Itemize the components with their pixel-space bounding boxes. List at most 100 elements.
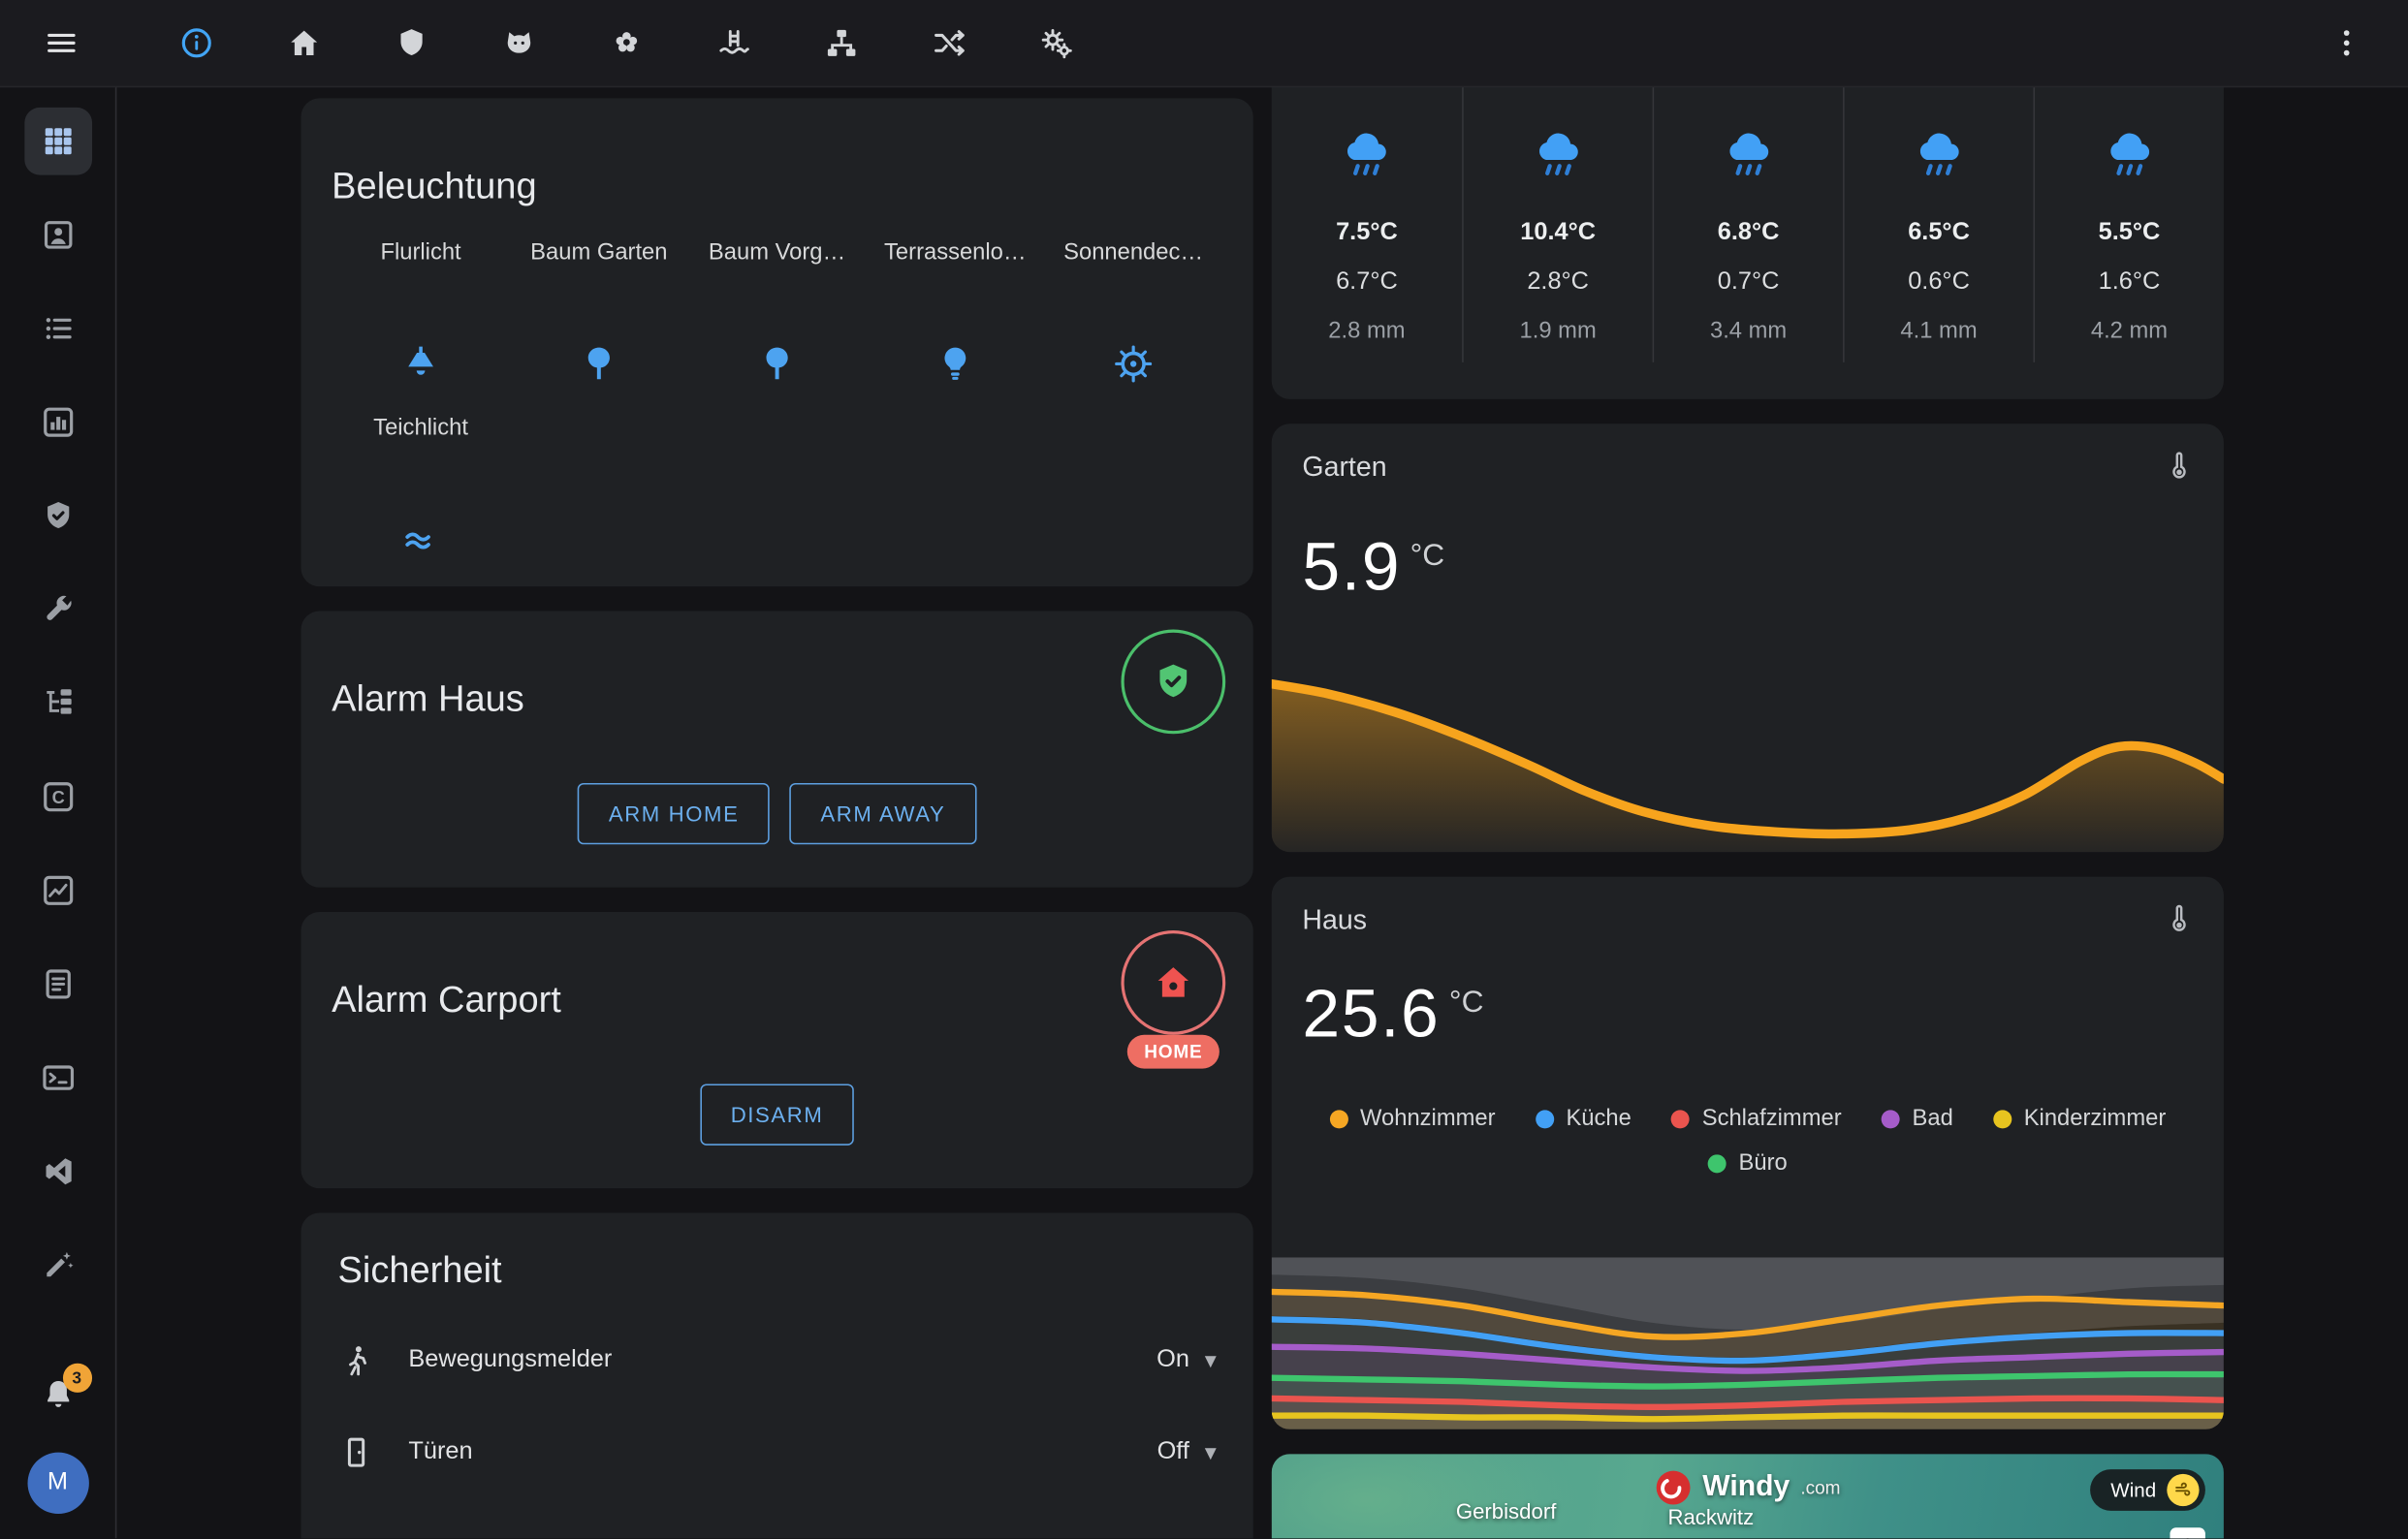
bell-icon [47,1380,69,1407]
row-bewegungsmelder[interactable]: Bewegungsmelder On ▾ [338,1314,1217,1406]
forecast-day: MON 7.5°C 6.7°C 2.8 mm [1272,86,1462,362]
map-zoom-in-button[interactable]: + [2170,1527,2205,1539]
sidebar-item-logbook[interactable] [24,951,92,1019]
current-temperature: 25.6 °C [1302,977,2193,1053]
wind-layer-button[interactable]: Wind [2090,1469,2205,1511]
garten-history-chart[interactable] [1271,649,2224,853]
disarm-button[interactable]: DISARM [700,1084,855,1146]
temp-high: 6.8°C [1717,219,1780,246]
top-app-bar [0,0,2408,86]
svg-text:C: C [51,788,64,807]
entity-baum-vorgarten[interactable]: Baum Vorg… [688,239,867,399]
kebab-menu-icon[interactable] [2319,16,2374,71]
card-weather-forecast: MON 7.5°C 6.7°C 2.8 mm TUE 10.4°C 2.8°C … [1271,85,2224,399]
windy-logo[interactable]: Windy .com [1655,1469,1841,1506]
entity-label: Flurlicht [380,238,461,266]
entity-terrassenlicht[interactable]: Terrassenlo… [866,239,1044,399]
tab-garden[interactable] [599,16,654,71]
sidebar-item-c-module[interactable]: C [24,763,92,831]
list-icon [45,318,71,339]
column-right: MON 7.5°C 6.7°C 2.8 mm TUE 10.4°C 2.8°C … [1271,85,2224,1539]
legend-dot [1535,1109,1554,1128]
forecast-day: FRI 5.5°C 1.6°C 4.2 mm [2033,85,2223,362]
entity-grid: Flurlicht Baum Garten Baum Vorg… Te [332,239,1222,574]
entity-sonnendeck[interactable]: Sonnendec… [1044,239,1222,399]
entity-flurlicht[interactable]: Flurlicht [332,239,510,399]
hamburger-menu-icon[interactable] [34,16,89,71]
map-place-label: Rackwitz [1667,1504,1755,1529]
tab-security[interactable] [384,16,439,71]
user-avatar[interactable]: M [26,1452,89,1515]
chevron-down-icon[interactable]: ▾ [1204,1347,1217,1374]
rainy-cloud-icon [2109,133,2149,175]
day-label: MON [1272,86,1462,89]
alarm-state-disarmed[interactable] [1121,629,1226,735]
alarm-actions: ARM HOME ARM AWAY [301,782,1253,845]
precipitation: 1.9 mm [1519,317,1597,344]
sidebar-item-people[interactable] [24,202,92,269]
home-icon [291,30,318,56]
legend-kueche[interactable]: Küche [1535,1106,1632,1132]
armed-mode-badge: HOME [1126,1034,1220,1069]
legend-dot [1329,1109,1348,1128]
day-label: WED [1654,86,1843,89]
sidebar-item-alarm[interactable] [24,482,92,550]
temp-low: 6.7°C [1336,268,1398,296]
legend-bad[interactable]: Bad [1881,1106,1953,1132]
sidebar-item-supervisor[interactable] [24,576,92,644]
row-value: Off [1156,1438,1189,1465]
tab-settings[interactable] [1029,16,1084,71]
gears-icon [1041,28,1072,59]
door-icon [347,1437,365,1467]
sidebar-item-dashboard[interactable] [23,107,92,175]
home-alarm-icon [1157,967,1189,997]
temperature-value: 25.6 [1302,976,1441,1052]
map-place-label: Gerbisdorf [1455,1498,1557,1523]
temp-low: 0.6°C [1908,268,1970,296]
card-windy-map[interactable]: Gerbisdorf Rackwitz Windy .com Wind + [1271,1454,2224,1539]
entity-label: Sonnendec… [1063,238,1204,266]
shield-icon [400,29,423,56]
legend-schlafzimmer[interactable]: Schlafzimmer [1671,1106,1842,1132]
arm-away-button[interactable]: ARM AWAY [789,782,977,845]
chart-legend: Wohnzimmer Küche Schlafzimmer Bad Kinder… [1302,1106,2193,1132]
entity-teichlicht[interactable]: Teichlicht [332,414,510,574]
tab-cats[interactable] [491,16,547,71]
row-tueren[interactable]: Türen Off ▾ [338,1406,1217,1498]
sidebar-item-terminal[interactable] [24,1044,92,1112]
alarm-state-armed-home[interactable]: HOME [1121,930,1226,1069]
tab-info[interactable] [169,16,224,71]
sidebar-item-nodered[interactable] [24,670,92,738]
tab-pool[interactable] [707,16,762,71]
sidebar-item-analytics[interactable] [24,857,92,925]
card-title: Haus [1302,904,1367,935]
legend-label: Wohnzimmer [1360,1105,1496,1132]
legend-buero[interactable]: Büro [1707,1150,1788,1176]
precipitation: 4.1 mm [1900,317,1978,344]
tree-icon [766,347,788,380]
sidebar-item-tools[interactable] [24,1232,92,1300]
forecast-grid: MON 7.5°C 6.7°C 2.8 mm TUE 10.4°C 2.8°C … [1272,85,2224,362]
notifications-button[interactable]: 3 [33,1363,92,1419]
grid-icon [44,128,71,155]
temperature-unit: °C [1448,986,1484,1020]
legend-label: Kinderzimmer [2023,1105,2167,1132]
temperature-value: 5.9 [1302,529,1402,606]
chevron-down-icon[interactable]: ▾ [1204,1439,1217,1466]
legend-wohnzimmer[interactable]: Wohnzimmer [1329,1105,1496,1132]
rainy-cloud-icon [1347,133,1386,175]
info-icon [181,28,211,58]
tab-automations[interactable] [922,16,977,71]
haus-history-chart[interactable] [1271,1257,2224,1429]
wrench-icon [46,595,71,620]
tab-home[interactable] [276,16,332,71]
sidebar-item-vscode[interactable] [24,1138,92,1206]
day-label: TUE [1464,86,1653,89]
sidebar-item-todo[interactable] [24,295,92,362]
entity-baum-garten[interactable]: Baum Garten [510,239,688,399]
forecast-day: WED 6.8°C 0.7°C 3.4 mm [1652,85,1843,362]
arm-home-button[interactable]: ARM HOME [578,782,771,845]
legend-kinderzimmer[interactable]: Kinderzimmer [1993,1106,2166,1132]
tab-network[interactable] [814,16,870,71]
sidebar-item-stats[interactable] [24,389,92,456]
